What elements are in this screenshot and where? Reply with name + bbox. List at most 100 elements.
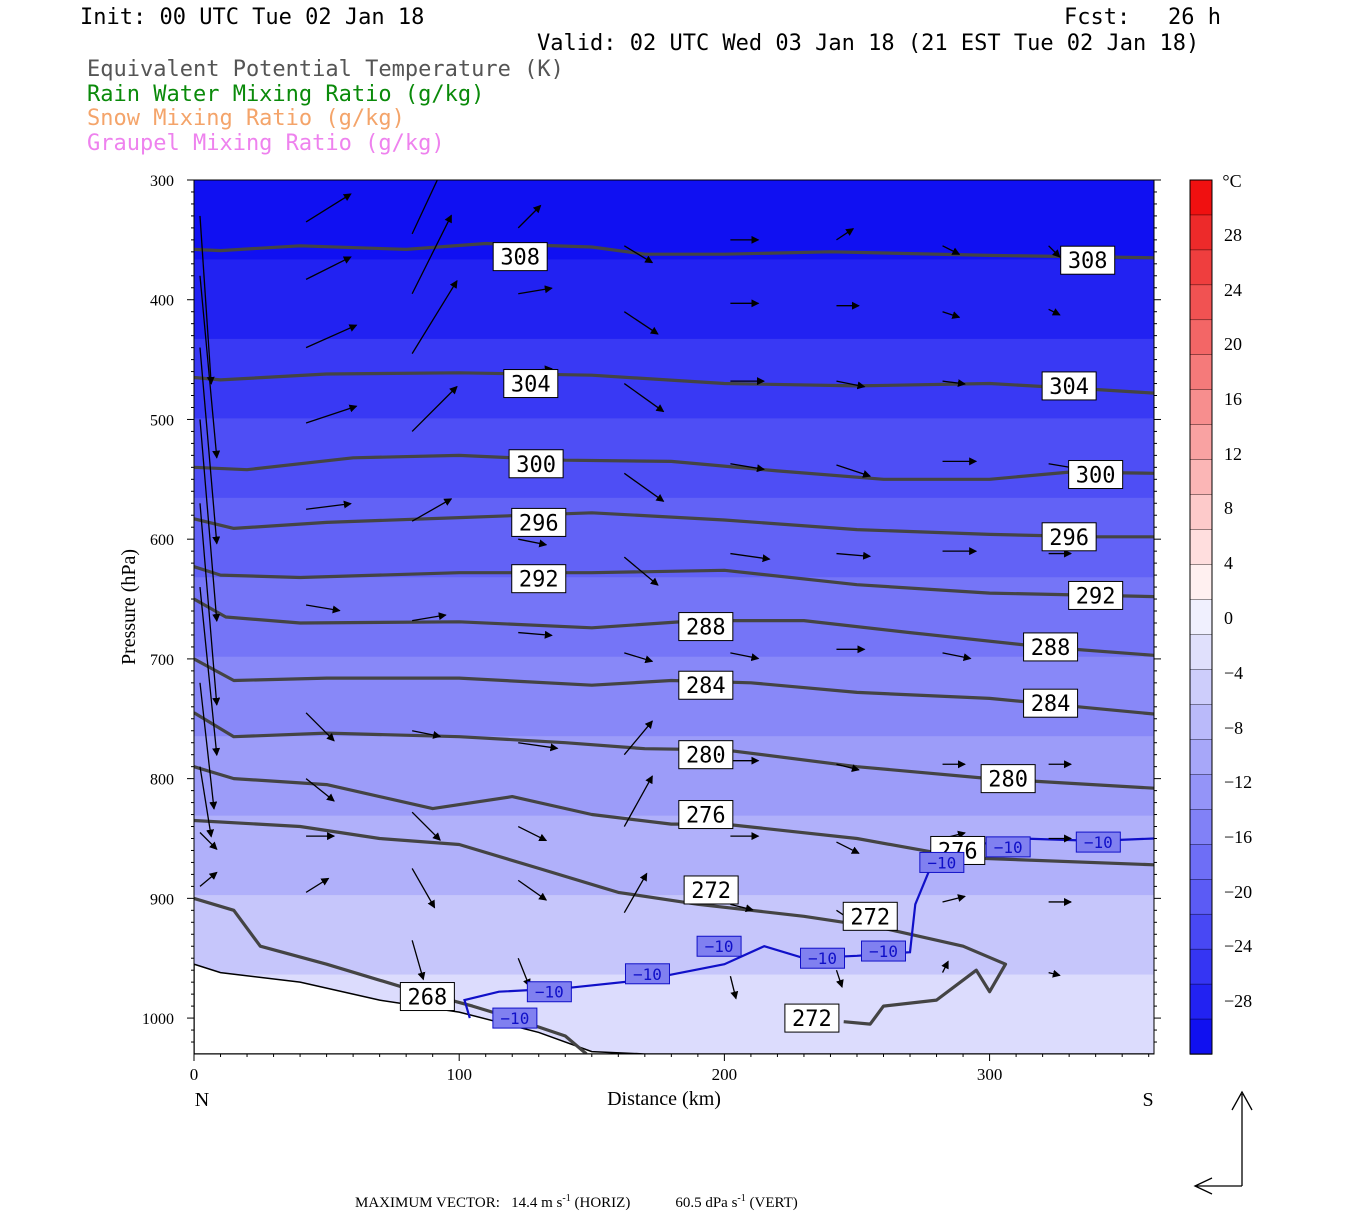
theta-e-label-box-304-1 (1041, 371, 1097, 401)
wind-vector-43 (623, 472, 665, 502)
temperature-label-box-3 (696, 935, 742, 957)
temperature-label-box-8 (1075, 831, 1121, 853)
shading-band-9 (194, 895, 1154, 976)
colorbar-swatch-18 (1189, 809, 1213, 845)
max-horiz-vector-head (1193, 1177, 1213, 1195)
wind-vector-61 (836, 380, 866, 390)
colorbar-swatch-12 (1189, 599, 1213, 636)
colorbar-tick-8: −4 (1224, 663, 1243, 683)
y-tick-label-700: 700 (150, 652, 174, 669)
temperature-label-0: −10 (500, 1009, 529, 1028)
colorbar-swatch-8 (1189, 459, 1213, 496)
wind-vector-9 (199, 871, 218, 887)
colorbar-tick-9: −8 (1224, 718, 1243, 738)
wind-vector-53 (730, 552, 771, 563)
shading-band-6 (194, 656, 1154, 738)
wind-vector-14 (305, 500, 352, 510)
colorbar-tick-3: 16 (1224, 389, 1242, 409)
colorbar-tick-14: −28 (1224, 991, 1252, 1011)
theta-e-label-272-0: 272 (691, 879, 731, 904)
wind-vector-80 (1048, 308, 1061, 316)
wind-vector-70 (942, 311, 961, 319)
theta-e-label-272-2: 272 (792, 1007, 832, 1032)
temperature-label-box-6 (919, 851, 965, 873)
field-label-graupel: Graupel Mixing Ratio (g/kg) (87, 131, 445, 156)
wind-vector-35 (518, 630, 553, 639)
colorbar-swatch-23 (1189, 983, 1213, 1020)
wind-vector-27 (411, 811, 441, 841)
theta-e-label-box-272-1 (842, 901, 898, 931)
wind-vector-15 (305, 604, 341, 614)
y-tick-label-800: 800 (150, 772, 174, 789)
y-tick-label-500: 500 (150, 412, 174, 429)
wind-vector-63 (836, 551, 872, 560)
shading-layer: 308 308 304 304 300 300 296 296 292 292 288 288 284 2… (194, 180, 1154, 1054)
theta-e-label-280-1: 280 (988, 768, 1028, 793)
y-tick-label-900: 900 (150, 891, 174, 908)
colorbar-swatch-16 (1189, 739, 1213, 776)
theta-e-contour-288 (194, 597, 1154, 657)
wind-vector-25 (412, 612, 447, 622)
colorbar-swatch-3 (1189, 284, 1213, 321)
theta-e-label-292-0: 292 (519, 568, 559, 593)
theta-e-label-292-1: 292 (1076, 584, 1116, 609)
wind-vector-8 (199, 832, 218, 851)
colorbar-tick-12: −20 (1224, 882, 1252, 902)
theta-e-label-box-268-0 (399, 982, 455, 1012)
y-axis-label: Pressure (hPa) (118, 549, 140, 665)
field-label-snow: Snow Mixing Ratio (g/kg) (87, 106, 405, 131)
colorbar-swatch-22 (1189, 948, 1213, 985)
y-tick-label-300: 300 (150, 173, 174, 190)
wind-vector-19 (305, 877, 330, 893)
wind-vector-12 (305, 324, 358, 349)
wind-vector-20 (411, 180, 439, 235)
wind-vector-28 (411, 868, 436, 909)
colorbar-swatch-15 (1189, 704, 1213, 741)
colorbar-tick-11: −16 (1224, 827, 1252, 847)
theta-e-label-284-0: 284 (686, 674, 726, 699)
colorbar-swatch-1 (1189, 214, 1213, 251)
wind-vector-5 (199, 587, 221, 757)
theta-e-contour-308 (194, 241, 1154, 260)
temperature-label-2: −10 (633, 965, 662, 984)
max-vert-vector-head (1231, 1090, 1253, 1111)
temperature-label-7: −10 (994, 838, 1023, 857)
wind-vector-1 (199, 275, 221, 459)
theta-e-label-box-288-1 (1023, 632, 1079, 662)
theta-e-label-304-1: 304 (1049, 375, 1089, 400)
theta-e-label-box-296-0 (511, 507, 567, 537)
field-label-theta-e: Equivalent Potential Temperature (K) (87, 57, 564, 82)
colorbar-swatch-17 (1189, 774, 1213, 810)
theta-e-label-box-304-0 (503, 369, 559, 399)
colorbar-swatch-11 (1189, 564, 1213, 601)
theta-e-label-box-300-1 (1068, 460, 1124, 490)
theta-e-label-284-1: 284 (1031, 692, 1071, 717)
theta-e-label-308-1: 308 (1068, 249, 1108, 274)
theta-e-label-304-0: 304 (511, 373, 551, 398)
colorbar-swatch-0 (1189, 179, 1213, 216)
wind-vector-78 (941, 960, 949, 973)
wind-vector-68 (835, 969, 844, 988)
wind-vector-30 (517, 204, 542, 229)
theta-e-label-box-292-0 (511, 564, 567, 594)
wind-vector-59 (836, 228, 855, 241)
wind-vector-40 (623, 245, 654, 264)
forecast-hour: 26 h (1168, 5, 1221, 30)
wind-vector-22 (411, 279, 458, 354)
cross-section-figure: Init: 00 UTC Tue 02 Jan 18 Fcst: 26 h Va… (80, 5, 1253, 1211)
wind-vector-45 (624, 652, 654, 664)
theta-e-label-288-0: 288 (686, 616, 726, 641)
valid-time: Valid: 02 UTC Wed 03 Jan 18 (21 EST Tue … (537, 31, 1200, 56)
wind-vector-79 (1048, 245, 1061, 258)
wind-vector-54 (730, 652, 760, 662)
temperature-label-box-4 (800, 947, 846, 969)
colorbar-swatch-6 (1189, 389, 1213, 426)
colorbar-swatch-10 (1189, 529, 1213, 566)
colorbar-swatch-4 (1189, 319, 1213, 356)
horiz-exponent: -1 (562, 1193, 571, 1204)
colorbar-swatch-20 (1189, 879, 1213, 915)
colorbar-swatch-9 (1189, 494, 1213, 531)
forecast-label: Fcst: (1064, 5, 1131, 30)
theta-e-label-296-0: 296 (519, 511, 559, 536)
